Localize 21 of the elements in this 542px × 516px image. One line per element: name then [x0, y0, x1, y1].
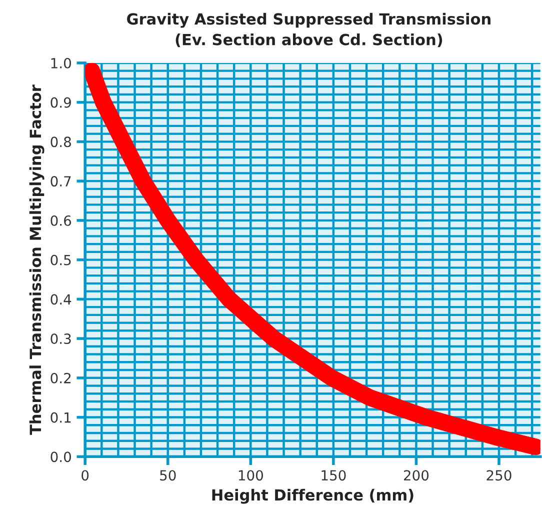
- chart-subtitle: (Ev. Section above Cd. Section): [176, 34, 442, 48]
- x-tick-label: 150: [322, 470, 346, 481]
- x-tick-label: 50: [160, 470, 176, 481]
- y-axis-title: Thermal Transmission Multiplying Factor: [29, 84, 44, 435]
- y-tick-label: 0.5: [50, 254, 71, 266]
- chart-title: Gravity Assisted Suppressed Transmission: [127, 12, 490, 28]
- y-tick-label: 1.0: [51, 58, 71, 68]
- y-tick-label: 0.7: [50, 176, 71, 187]
- x-tick-label: 250: [486, 470, 512, 481]
- y-tick-label: 0.9: [50, 97, 71, 108]
- y-tick-label: 0.0: [50, 452, 71, 462]
- x-tick-label: 0: [82, 470, 89, 481]
- y-tick-label: 0.4: [50, 294, 72, 305]
- x-tick-label: 100: [238, 470, 263, 481]
- y-tick-label: 0.1: [50, 412, 71, 423]
- y-tick-label: 0.6: [50, 215, 72, 226]
- y-tick-label: 0.3: [50, 334, 71, 344]
- y-tick-label: 0.8: [50, 136, 71, 148]
- x-axis-title: Height Difference (mm): [212, 488, 414, 504]
- y-tick-label: 0.2: [50, 372, 71, 384]
- x-tick-label: 200: [404, 470, 429, 481]
